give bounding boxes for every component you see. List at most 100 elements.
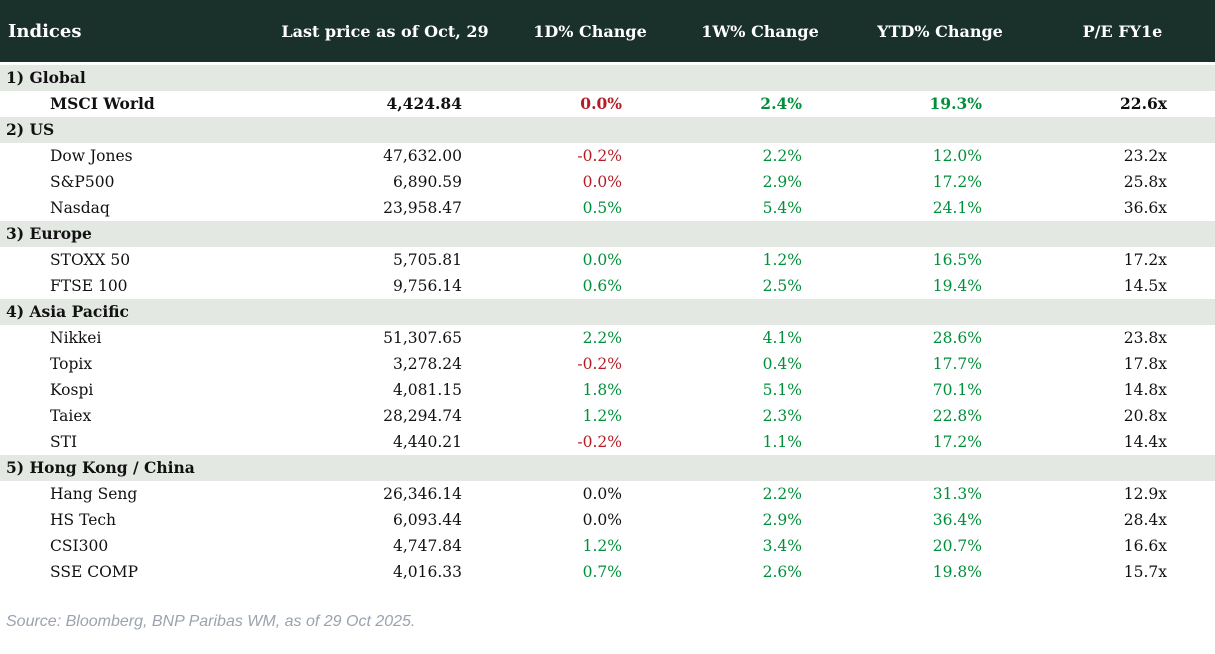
1d-change: 0.7% (510, 559, 670, 585)
section-header-global: 1) Global (0, 65, 1215, 91)
1w-change: 2.6% (670, 559, 850, 585)
1d-change: -0.2% (510, 429, 670, 455)
pe-fy1e: 16.6x (1123, 537, 1167, 555)
1w-change: 2.5% (670, 273, 850, 299)
1d-change: 1.2% (510, 533, 670, 559)
1d-change-value: 2.2% (582, 329, 622, 347)
1d-change: 1.8% (510, 377, 670, 403)
ytd-change: 17.2% (850, 429, 1030, 455)
section-header-us: 2) US (0, 117, 1215, 143)
last-price: 47,632.00 (383, 147, 462, 165)
ytd-change: 20.7% (850, 533, 1030, 559)
ytd-change: 31.3% (850, 481, 1030, 507)
table-row-csi300: CSI300 4,747.84 1.2% 3.4% 20.7% 16.6x (0, 533, 1215, 559)
last-price: 6,890.59 (392, 173, 462, 191)
table-row-sp500: S&P500 6,890.59 0.0% 2.9% 17.2% 25.8x (0, 169, 1215, 195)
1w-change: 1.2% (670, 247, 850, 273)
pe-fy1e: 23.8x (1123, 329, 1167, 347)
ytd-change: 36.4% (850, 507, 1030, 533)
index-name: MSCI World (50, 94, 155, 113)
1w-change-value: 2.2% (762, 485, 802, 503)
1d-change-value: -0.2% (577, 355, 622, 373)
1d-change-value: 0.0% (582, 251, 622, 269)
1w-change: 2.9% (670, 169, 850, 195)
1d-change-value: 0.0% (582, 173, 622, 191)
ytd-change-value: 16.5% (932, 251, 982, 269)
last-price: 6,093.44 (392, 511, 462, 529)
table-row-taiex: Taiex 28,294.74 1.2% 2.3% 22.8% 20.8x (0, 403, 1215, 429)
ytd-change: 19.8% (850, 559, 1030, 585)
index-name: Nasdaq (50, 199, 110, 217)
pe-fy1e: 17.8x (1123, 355, 1167, 373)
1w-change-value: 2.2% (762, 147, 802, 165)
ytd-change: 28.6% (850, 325, 1030, 351)
table-row-sse-comp: SSE COMP 4,016.33 0.7% 2.6% 19.8% 15.7x (0, 559, 1215, 585)
pe-fy1e: 23.2x (1123, 147, 1167, 165)
1w-change-value: 2.6% (762, 563, 802, 581)
last-price: 51,307.65 (383, 329, 462, 347)
index-name: Hang Seng (50, 485, 138, 503)
1d-change: 0.0% (510, 91, 670, 117)
last-price: 28,294.74 (383, 407, 462, 425)
1d-change-value: 0.7% (582, 563, 622, 581)
column-header-indices: Indices (8, 20, 82, 42)
section-header-asia-pacific: 4) Asia Pacific (0, 299, 1215, 325)
ytd-change-value: 22.8% (932, 407, 982, 425)
index-name: CSI300 (50, 537, 109, 555)
ytd-change: 19.4% (850, 273, 1030, 299)
1d-change: 0.0% (510, 247, 670, 273)
1d-change-value: 0.0% (580, 94, 622, 113)
table-row-msci-world: MSCI World 4,424.84 0.0% 2.4% 19.3% 22.6… (0, 91, 1215, 117)
1d-change: 0.0% (510, 169, 670, 195)
1d-change: 1.2% (510, 403, 670, 429)
index-name: STI (50, 433, 78, 451)
column-header-1d-change: 1D% Change (533, 21, 647, 41)
column-header-last-price: Last price as of Oct, 29 (281, 21, 489, 41)
1w-change-value: 3.4% (762, 537, 802, 555)
1w-change: 2.2% (670, 143, 850, 169)
1d-change-value: -0.2% (577, 147, 622, 165)
pe-fy1e: 14.4x (1123, 433, 1167, 451)
last-price: 4,081.15 (392, 381, 462, 399)
ytd-change-value: 17.2% (932, 173, 982, 191)
table-row-hang-seng: Hang Seng 26,346.14 0.0% 2.2% 31.3% 12.9… (0, 481, 1215, 507)
table-row-sti: STI 4,440.21 -0.2% 1.1% 17.2% 14.4x (0, 429, 1215, 455)
index-name: Topix (50, 355, 93, 373)
1d-change-value: 1.2% (582, 407, 622, 425)
pe-fy1e: 17.2x (1123, 251, 1167, 269)
column-header-1w-change: 1W% Change (701, 21, 819, 41)
ytd-change: 24.1% (850, 195, 1030, 221)
pe-fy1e: 28.4x (1123, 511, 1167, 529)
last-price: 4,016.33 (392, 563, 462, 581)
table-header-row: Indices Last price as of Oct, 29 1D% Cha… (0, 0, 1215, 62)
1d-change: -0.2% (510, 351, 670, 377)
1w-change: 5.4% (670, 195, 850, 221)
last-price: 9,756.14 (392, 277, 462, 295)
1d-change: 0.0% (510, 481, 670, 507)
table-row-dow-jones: Dow Jones 47,632.00 -0.2% 2.2% 12.0% 23.… (0, 143, 1215, 169)
section-header-europe: 3) Europe (0, 221, 1215, 247)
ytd-change-value: 19.3% (929, 94, 982, 113)
pe-fy1e: 15.7x (1123, 563, 1167, 581)
index-name: SSE COMP (50, 563, 139, 581)
pe-fy1e: 22.6x (1120, 94, 1167, 113)
1d-change: 0.0% (510, 507, 670, 533)
ytd-change-value: 70.1% (932, 381, 982, 399)
pe-fy1e: 36.6x (1123, 199, 1167, 217)
1w-change: 5.1% (670, 377, 850, 403)
index-name: HS Tech (50, 511, 117, 529)
table-row-kospi: Kospi 4,081.15 1.8% 5.1% 70.1% 14.8x (0, 377, 1215, 403)
1d-change-value: 1.8% (582, 381, 622, 399)
1d-change-value: 0.0% (582, 511, 622, 529)
1w-change: 3.4% (670, 533, 850, 559)
last-price: 26,346.14 (383, 485, 462, 503)
1d-change-value: 0.0% (582, 485, 622, 503)
table-row-stoxx-50: STOXX 50 5,705.81 0.0% 1.2% 16.5% 17.2x (0, 247, 1215, 273)
table-body: 1) Global MSCI World 4,424.84 0.0% 2.4% … (0, 65, 1215, 585)
ytd-change: 70.1% (850, 377, 1030, 403)
last-price: 5,705.81 (392, 251, 462, 269)
ytd-change-value: 12.0% (932, 147, 982, 165)
ytd-change-value: 19.4% (932, 277, 982, 295)
ytd-change-value: 20.7% (932, 537, 982, 555)
1w-change: 2.9% (670, 507, 850, 533)
